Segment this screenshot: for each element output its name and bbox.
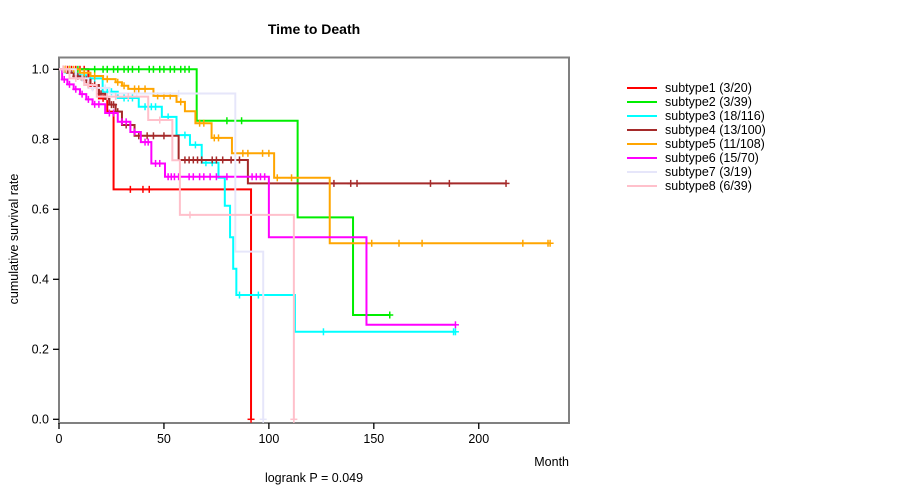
- x-tick-label: 200: [468, 432, 489, 446]
- y-axis-label: cumulative survival rate: [7, 173, 21, 305]
- x-tick-label: 0: [56, 432, 63, 446]
- legend-swatch-line: [627, 185, 657, 187]
- y-tick-label: 0.2: [32, 343, 49, 357]
- legend-swatch-line: [627, 143, 657, 145]
- legend-item-subtype3: subtype3 (18/116): [627, 109, 766, 123]
- y-tick-label: 0.6: [32, 203, 49, 217]
- logrank-annotation: logrank P = 0.049: [264, 471, 364, 485]
- legend-item-subtype1: subtype1 (3/20): [627, 81, 766, 95]
- legend-swatch-line: [627, 129, 657, 131]
- legend-item-label: subtype5 (11/108): [665, 137, 765, 151]
- legend-swatch-line: [627, 101, 657, 103]
- legend-item-label: subtype2 (3/39): [665, 95, 752, 109]
- legend-item-label: subtype8 (6/39): [665, 179, 752, 193]
- legend-item-subtype7: subtype7 (3/19): [627, 165, 766, 179]
- legend-swatch-line: [627, 115, 657, 117]
- legend-item-subtype4: subtype4 (13/100): [627, 123, 766, 137]
- x-axis-label: Month: [534, 455, 569, 469]
- x-tick-label: 50: [157, 432, 171, 446]
- legend-item-label: subtype6 (15/70): [665, 151, 759, 165]
- survival-curve-subtype1: [59, 68, 253, 420]
- y-tick-label: 0.4: [32, 273, 49, 287]
- legend-item-subtype8: subtype8 (6/39): [627, 179, 766, 193]
- legend-swatch-line: [627, 171, 657, 173]
- survival-curve-subtype2: [59, 68, 390, 316]
- legend: subtype1 (3/20) subtype2 (3/39) subtype3 (…: [627, 81, 766, 193]
- plot-box: [58, 56, 570, 424]
- legend-item-subtype6: subtype6 (15/70): [627, 151, 766, 165]
- legend-item-label: subtype3 (18/116): [665, 109, 765, 123]
- x-tick-label: 150: [363, 432, 384, 446]
- x-tick-label: 100: [258, 432, 279, 446]
- legend-item-label: subtype7 (3/19): [665, 165, 752, 179]
- legend-item-subtype5: subtype5 (11/108): [627, 137, 766, 151]
- legend-swatch-line: [627, 87, 657, 89]
- y-tick-label: 1.0: [32, 63, 49, 77]
- chart-title: Time to Death: [267, 21, 361, 37]
- y-tick-label: 0.0: [32, 413, 49, 427]
- legend-swatch-line: [627, 157, 657, 159]
- legend-item-label: subtype1 (3/20): [665, 81, 752, 95]
- survival-curve-subtype6: [59, 68, 456, 326]
- legend-item-label: subtype4 (13/100): [665, 123, 766, 137]
- y-tick-label: 0.8: [32, 133, 49, 147]
- legend-item-subtype2: subtype2 (3/39): [627, 95, 766, 109]
